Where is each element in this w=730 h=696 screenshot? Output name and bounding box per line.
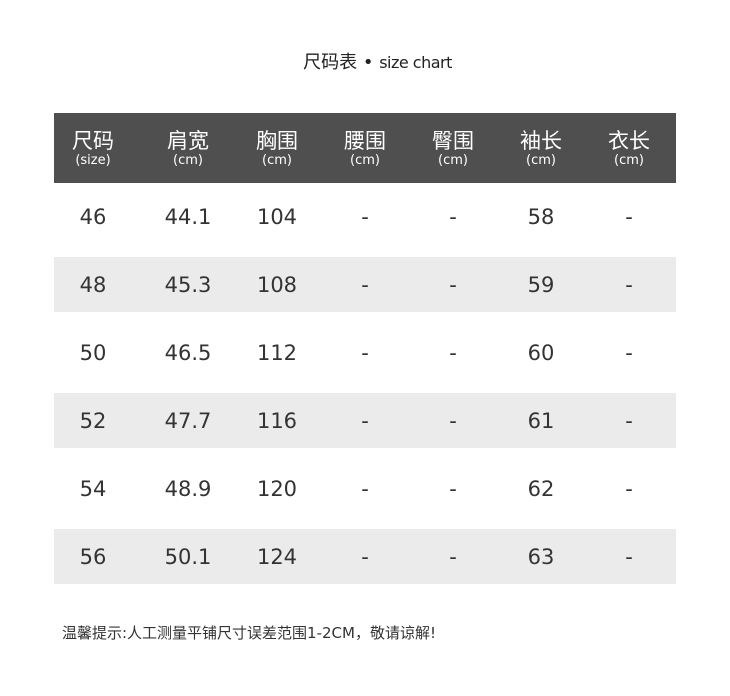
table-cell: -: [449, 409, 457, 433]
table-cell: 46: [79, 205, 107, 229]
column-name: 袖长: [520, 129, 562, 153]
table-cell: 48.9: [164, 477, 212, 501]
table-row: 56 50.1 124 - - 63 -: [54, 523, 676, 591]
table-row: 52 47.7 116 - - 61 -: [54, 387, 676, 455]
table-cell: 50.1: [164, 545, 212, 569]
table-header: 尺码 (size) 肩宽 (cm) 胸围 (cm) 腰围 (cm) 臀围 (cm) 袖长 (cm) 衣长…: [54, 113, 676, 183]
table-cell: -: [625, 409, 633, 433]
table-cell: 62: [527, 477, 555, 501]
table-cell: 50: [79, 341, 107, 365]
table-row: 48 45.3 108 - - 59 -: [54, 251, 676, 319]
table-cell: 108: [256, 273, 298, 297]
table-cell: -: [449, 273, 457, 297]
column-header: 衣长 (cm): [608, 113, 650, 183]
measurement-note: 温馨提示:人工测量平铺尺寸误差范围1-2CM，敬请谅解!: [62, 624, 436, 642]
title-zh: 尺码表: [303, 52, 358, 73]
table-cell: 46.5: [164, 341, 212, 365]
table-cell: 60: [527, 341, 555, 365]
table-cell: -: [449, 545, 457, 569]
table-cell: 61: [527, 409, 555, 433]
table-cell: 44.1: [164, 205, 212, 229]
table-cell: 58: [527, 205, 555, 229]
row-band: [54, 393, 676, 448]
column-header: 尺码 (size): [72, 113, 114, 183]
column-header: 肩宽 (cm): [167, 113, 209, 183]
column-unit: (size): [75, 153, 111, 168]
table-cell: -: [625, 341, 633, 365]
table-cell: 120: [256, 477, 298, 501]
title-en: size chart: [379, 53, 452, 72]
column-name: 衣长: [608, 129, 650, 153]
table-cell: -: [361, 545, 369, 569]
table-cell: 104: [256, 205, 298, 229]
table-cell: 48: [79, 273, 107, 297]
row-band: [54, 529, 676, 584]
table-cell: 112: [256, 341, 298, 365]
title-separator: •: [362, 52, 374, 73]
table-cell: -: [449, 205, 457, 229]
column-header: 胸围 (cm): [256, 113, 298, 183]
column-header: 臀围 (cm): [432, 113, 474, 183]
table-cell: -: [361, 341, 369, 365]
table-cell: -: [361, 273, 369, 297]
column-name: 胸围: [256, 129, 298, 153]
column-name: 尺码: [72, 129, 114, 153]
table-cell: -: [449, 477, 457, 501]
table-row: 50 46.5 112 - - 60 -: [54, 319, 676, 387]
column-unit: (cm): [614, 153, 644, 168]
column-unit: (cm): [262, 153, 292, 168]
column-unit: (cm): [350, 153, 380, 168]
table-cell: -: [625, 273, 633, 297]
column-name: 臀围: [432, 129, 474, 153]
column-name: 腰围: [344, 129, 386, 153]
table-cell: 116: [256, 409, 298, 433]
table-row: 54 48.9 120 - - 62 -: [54, 455, 676, 523]
table-cell: -: [625, 205, 633, 229]
column-name: 肩宽: [167, 129, 209, 153]
table-cell: 52: [79, 409, 107, 433]
table-cell: -: [361, 409, 369, 433]
column-header: 袖长 (cm): [520, 113, 562, 183]
table-cell: -: [449, 341, 457, 365]
table-cell: -: [625, 545, 633, 569]
table-cell: -: [625, 477, 633, 501]
column-unit: (cm): [438, 153, 468, 168]
table-cell: 45.3: [164, 273, 212, 297]
column-unit: (cm): [526, 153, 556, 168]
table-cell: 59: [527, 273, 555, 297]
table-row: 46 44.1 104 - - 58 -: [54, 183, 676, 251]
table-cell: 56: [79, 545, 107, 569]
size-table: 尺码 (size) 肩宽 (cm) 胸围 (cm) 腰围 (cm) 臀围 (cm) 袖长 (cm) 衣长…: [54, 113, 676, 591]
table-cell: -: [361, 205, 369, 229]
table-cell: 47.7: [164, 409, 212, 433]
table-cell: 63: [527, 545, 555, 569]
table-cell: 54: [79, 477, 107, 501]
row-band: [54, 257, 676, 312]
column-unit: (cm): [173, 153, 203, 168]
column-header: 腰围 (cm): [344, 113, 386, 183]
page-title: 尺码表 • size chart: [0, 48, 730, 74]
table-cell: 124: [256, 545, 298, 569]
table-cell: -: [361, 477, 369, 501]
